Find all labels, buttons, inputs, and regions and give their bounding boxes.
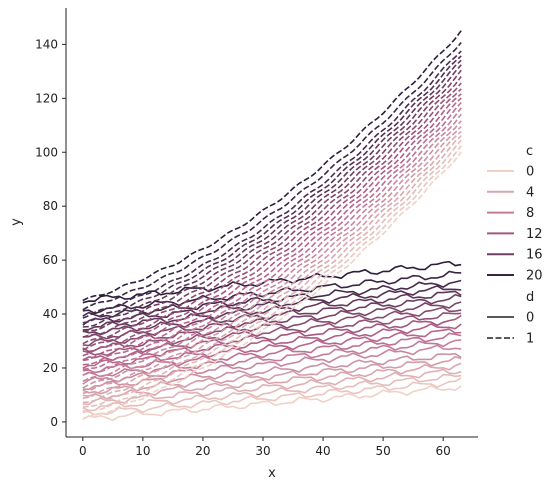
series-line-c17-d1 (82, 59, 462, 328)
legend-style-entries: 01 (487, 311, 534, 347)
y-tick-label-20: 20 (43, 361, 58, 375)
x-tick-label-0: 0 (79, 444, 87, 458)
x-tick-label-40: 40 (315, 444, 330, 458)
series-line-c10-d0 (82, 328, 462, 369)
series-line-c5-d1 (82, 126, 462, 395)
y-tick-label-0: 0 (50, 415, 58, 429)
series-line-c5-d0 (82, 355, 462, 395)
series-line-c8-d0 (82, 339, 462, 378)
axes (65, 8, 478, 438)
series-line-c20-d0 (82, 270, 462, 315)
series-line-c7-d1 (82, 113, 462, 383)
series-line-c0-d0 (82, 384, 462, 422)
x-axis-label: x (268, 466, 276, 481)
series-line-c19-d0 (82, 279, 462, 318)
series-line-c4-d0 (82, 362, 462, 400)
series-line-c16-d1 (82, 64, 462, 333)
series-line-c3-d1 (82, 135, 462, 404)
series-line-c19-d1 (82, 50, 462, 319)
series-line-c10-d1 (82, 97, 462, 366)
series-line-c1-d1 (82, 145, 462, 414)
plot-lines (82, 30, 462, 422)
legend-hue-entries: 0 4 8 12 16 20 (487, 165, 543, 284)
x-tick-label-60: 60 (436, 444, 451, 458)
series-line-c1-d0 (82, 377, 462, 416)
series-line-c21-d1 (82, 30, 462, 302)
series-line-c11-d0 (82, 322, 462, 362)
y-tick-label-40: 40 (43, 307, 58, 321)
series-line-c2-d0 (82, 373, 462, 412)
x-tick-label-20: 20 (195, 444, 210, 458)
legend-style-label-1: 1 (526, 332, 534, 347)
series-line-c13-d0 (82, 312, 462, 353)
x-ticks: 0 10 20 30 40 50 60 (79, 437, 451, 458)
series-line-c15-d1 (82, 69, 462, 338)
series-line-c9-d0 (82, 332, 462, 374)
legend-hue-label-4: 4 (526, 185, 534, 200)
series-line-c15-d0 (82, 301, 462, 340)
series-line-c18-d1 (82, 55, 462, 324)
y-tick-label-120: 120 (35, 91, 58, 105)
series-line-c0-d1 (82, 151, 462, 420)
legend-hue-title: c (526, 144, 533, 159)
y-tick-label-80: 80 (43, 199, 58, 213)
legend-style-label-0: 0 (526, 311, 534, 326)
series-line-c8-d1 (82, 107, 462, 376)
legend-hue-label-16: 16 (526, 248, 543, 263)
legend-style-title: d (526, 290, 534, 305)
y-ticks: 0 20 40 60 80 100 120 140 (35, 37, 66, 429)
series-line-c9-d1 (82, 101, 462, 371)
series-line-c12-d0 (82, 315, 462, 357)
series-line-c16-d0 (82, 293, 462, 336)
series-line-c14-d1 (82, 76, 462, 345)
series-line-c21-d0 (82, 260, 462, 304)
y-axis-label: y (9, 218, 24, 226)
series-line-c3-d0 (82, 368, 462, 406)
series-line-c6-d1 (82, 120, 462, 389)
series-line-c4-d1 (82, 130, 462, 399)
series-line-c20-d1 (82, 41, 462, 311)
legend-hue-label-8: 8 (526, 206, 534, 221)
legend-hue-label-12: 12 (526, 227, 543, 242)
series-line-c13-d1 (82, 82, 462, 351)
legend-hue-label-20: 20 (526, 269, 543, 284)
series-line-c2-d1 (82, 139, 462, 408)
y-tick-label-60: 60 (43, 253, 58, 267)
series-line-c12-d1 (82, 88, 462, 357)
x-tick-label-30: 30 (255, 444, 270, 458)
series-line-c6-d0 (82, 352, 462, 391)
legend-hue-label-0: 0 (526, 165, 534, 180)
series-line-c11-d1 (82, 93, 462, 362)
x-tick-label-10: 10 (135, 444, 150, 458)
y-tick-label-100: 100 (35, 145, 58, 159)
y-tick-label-140: 140 (35, 37, 58, 51)
x-tick-label-50: 50 (375, 444, 390, 458)
